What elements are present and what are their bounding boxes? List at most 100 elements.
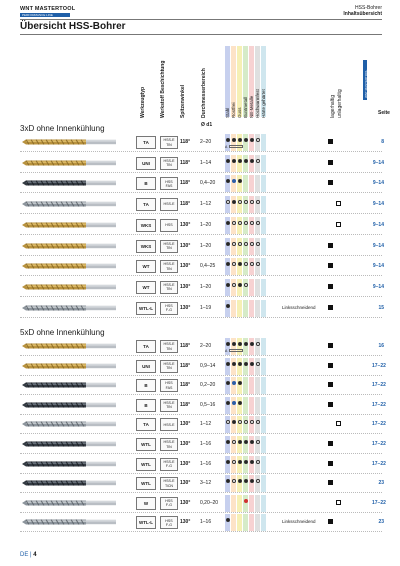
stock-not-in-stock-square	[336, 499, 341, 505]
suitability-dot	[255, 342, 260, 346]
coating: TiN	[166, 163, 172, 168]
page-reference[interactable]: 17–22	[372, 441, 386, 447]
drill-row[interactable]: WKS HSS 130° 1–20 9–14	[20, 216, 384, 235]
page-reference[interactable]: 17–22	[372, 499, 386, 506]
point-angle: 130°	[180, 283, 191, 290]
feature-band-cell	[261, 196, 266, 214]
stock-in-stock-square	[328, 441, 333, 446]
suitability-dot	[225, 518, 230, 523]
page-reference[interactable]: 15	[378, 304, 384, 311]
section-title: 3xD ohne Innenkühlung	[20, 124, 105, 133]
feature-band-cell	[249, 175, 254, 193]
feature-band-cell	[225, 237, 230, 255]
feature-band-cell	[225, 258, 230, 276]
drill-row[interactable]: B HSS FAS 118° 0,4–20 9–14	[20, 175, 384, 194]
drill-row[interactable]: TA HSS-E TiN 118° 2–20 A 16	[20, 338, 384, 356]
page-reference[interactable]: 9–14	[372, 201, 384, 208]
stock-in-stock-square	[328, 180, 333, 186]
tool-type: B	[136, 379, 156, 393]
drill-row[interactable]: UNI HSS-E TiN 118° 0,9–14 17–22	[20, 357, 386, 376]
material: HSS-E	[163, 202, 175, 207]
feature-band-cell	[255, 455, 260, 473]
suitability-dot	[231, 400, 236, 405]
drill-row[interactable]: WTL HSS-E TiN 130° 1–16 17–22	[20, 436, 386, 454]
feature-band-cell	[255, 154, 260, 172]
drill-row[interactable]: WTL HSS-E TiCN 130° 3–12 23	[20, 475, 384, 494]
drill-row[interactable]: TA HSS-E TiN 118° 2–20 A 8	[20, 134, 384, 152]
coating: TiN	[166, 346, 172, 351]
drill-row[interactable]: UNI HSS-E TiN 118° 1–14 9–14	[20, 154, 384, 173]
feature-band-cell	[261, 514, 266, 532]
diameter-range: 1–14	[200, 159, 212, 166]
drill-row[interactable]: WKS HSS-E TiN 130° 1–20 9–14	[20, 237, 384, 256]
tool-type: WT	[136, 280, 156, 294]
drill-row[interactable]: WT HSS-E TiN 130° 1–20 9–14	[20, 278, 384, 297]
material-coating: HSS-E TiN	[160, 398, 178, 412]
page-reference[interactable]: 9–14	[372, 180, 384, 187]
coating: TiN	[166, 142, 172, 147]
feature-band-cell	[261, 216, 266, 234]
drill-row[interactable]: WTL-L HSS F-G 130° 1–16 Linksschneidend 23	[20, 514, 384, 533]
page-reference[interactable]: 16	[378, 343, 384, 349]
feature-band-cell	[243, 357, 248, 375]
diameter-range: 0,4–20	[200, 180, 216, 187]
drill-row[interactable]: W HSS F-G 130° 0,20–20 17–22	[20, 494, 386, 513]
row-divider	[20, 171, 382, 173]
diameter-range: 1–12	[200, 421, 212, 428]
page-reference[interactable]: 9–14	[372, 242, 384, 249]
point-angle: 118°	[180, 362, 191, 369]
material: HSS-E	[163, 262, 175, 267]
page-reference[interactable]: 17–22	[372, 460, 386, 467]
col-diameter-symbol: Ø d1	[201, 122, 213, 128]
suitability-dot	[237, 440, 242, 444]
drill-row[interactable]: TA HSS-E 130° 1–12 17–22	[20, 416, 386, 435]
drill-row[interactable]: WT HSS-E TiN 130° 0,4–25 9–14	[20, 258, 384, 277]
feature-band-cell	[255, 377, 260, 395]
suitability-dot	[237, 400, 242, 405]
suitability-dot	[255, 200, 260, 205]
row-divider	[20, 254, 382, 256]
feature-band-cell	[243, 299, 248, 317]
feature-band-cell	[249, 237, 254, 255]
suitability-dot	[237, 282, 242, 287]
drill-row[interactable]: WTL HSS-E F-G 130° 1–16 17–22	[20, 455, 386, 474]
feature-band-cell	[249, 338, 254, 355]
suitability-dot	[249, 459, 254, 464]
page-reference[interactable]: 17–22	[372, 401, 386, 408]
feature-band-cell	[255, 175, 260, 193]
point-angle: 130°	[180, 480, 191, 487]
page-reference[interactable]: 23	[378, 519, 384, 526]
suitability-dot	[243, 420, 248, 425]
row-divider	[20, 355, 382, 356]
page-reference[interactable]: 9–14	[372, 263, 384, 270]
diameter-range: 0,9–14	[200, 362, 216, 369]
suitability-dot	[225, 179, 230, 184]
page-reference[interactable]: 17–22	[372, 382, 386, 389]
drill-image	[22, 382, 116, 388]
feature-band-cell	[243, 514, 248, 532]
suitability-dot	[231, 200, 236, 205]
drill-row[interactable]: WTL-L HSS F-G 130° 1–19 Linksschneidend 15	[20, 299, 384, 318]
page-reference[interactable]: 17–22	[372, 362, 386, 369]
page-reference[interactable]: 9–14	[372, 221, 384, 228]
diameter-range: 1–19	[200, 304, 212, 311]
suitability-dot	[237, 262, 242, 267]
page-reference[interactable]: 17–22	[372, 421, 386, 428]
page-reference[interactable]: 9–14	[372, 159, 384, 166]
suitability-dot	[255, 479, 260, 484]
page-reference[interactable]: 23	[378, 480, 384, 487]
page-reference[interactable]: 8	[381, 139, 384, 145]
diameter-range: 0,4–25	[200, 263, 216, 270]
suitability-dot	[243, 200, 248, 205]
feature-band-cell	[225, 196, 230, 214]
coating: TiN	[166, 266, 172, 271]
row-divider	[20, 295, 382, 297]
drill-row[interactable]: B HSS FAS 118° 0,2–20 17–22	[20, 377, 386, 396]
header-right: HSS-Bohrer Inhaltsübersicht	[343, 5, 382, 17]
diameter-range: 2–20	[200, 343, 212, 349]
page-reference[interactable]: 9–14	[372, 283, 384, 290]
point-angle: 118°	[180, 343, 191, 349]
drill-row[interactable]: TA HSS-E 118° 1–12 9–14	[20, 196, 384, 215]
suitability-dot	[237, 361, 242, 366]
drill-row[interactable]: B HSS-E TiN 118° 0,5–16 17–22	[20, 396, 386, 415]
